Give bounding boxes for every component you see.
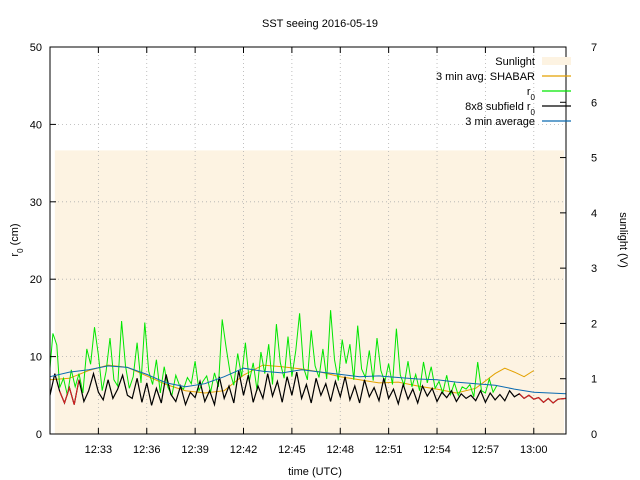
x-tick-label: 12:42	[230, 444, 258, 456]
legend-label-main: 3 min average	[465, 116, 535, 128]
y-axis-right: 0 1 2 3 4 5 6 7	[560, 42, 597, 441]
legend-label-sub: 0	[531, 108, 536, 117]
x-tick-label: 12:39	[181, 444, 209, 456]
subfield-r0-line	[49, 370, 567, 407]
x-tick-label: 12:57	[472, 444, 500, 456]
legend-label-main: 3 min avg. SHABAR	[436, 71, 535, 83]
x-tick-label: 12:54	[423, 444, 451, 456]
plot-area	[49, 46, 567, 435]
legend-label-shabar: 3 min avg. SHABAR	[436, 71, 535, 83]
legend-label-sunlight: Sunlight	[495, 56, 535, 68]
x-tick-label: 12:48	[327, 444, 355, 456]
y-tick-label: 50	[30, 42, 42, 54]
x-tick-label: 13:00	[520, 444, 548, 456]
x-tick-label: 12:33	[85, 444, 113, 456]
x-tick-label: 12:45	[278, 444, 306, 456]
plot-border	[49, 46, 567, 435]
legend-label-avg: 3 min average	[465, 116, 535, 128]
x-axis-label: time (UTC)	[288, 466, 342, 478]
grid	[50, 47, 566, 434]
legend-swatch-sunlight	[542, 57, 571, 65]
legend-label-r0: r0	[527, 86, 536, 102]
chart-title: SST seeing 2016-05-19	[262, 18, 378, 30]
subfield-start-segment	[59, 379, 80, 405]
sunlight-area	[54, 150, 565, 435]
y2-tick-label: 0	[591, 429, 597, 441]
x-tick-label: 12:36	[133, 444, 161, 456]
x-tick-label: 12:51	[375, 444, 403, 456]
y-axis-left: 0 10 20 30 40 50	[30, 42, 56, 441]
y2-tick-label: 4	[591, 208, 597, 220]
y-tick-label: 30	[30, 197, 42, 209]
y-tick-label: 0	[36, 429, 42, 441]
y-tick-label: 20	[30, 274, 42, 286]
y-axis-label-unit: (cm)	[9, 223, 21, 248]
subfield-end-segment	[518, 393, 567, 404]
legend-label-main: Sunlight	[495, 56, 535, 68]
y2-tick-label: 5	[591, 153, 597, 165]
y2-tick-label: 6	[591, 97, 597, 109]
y-tick-label: 10	[30, 352, 42, 364]
y-axis-label-sub: 0	[16, 248, 25, 253]
y2-tick-label: 3	[591, 263, 597, 275]
x-axis: 12:33 12:36 12:39 12:42 12:45 12:48 12:51 12:54…	[85, 47, 548, 456]
y2-tick-label: 2	[591, 318, 597, 330]
y2-axis-label: sunlight (V)	[617, 212, 629, 268]
legend-label-main: r	[527, 86, 531, 98]
legend-label-main: 8x8 subfield r	[465, 101, 531, 113]
y-axis-label-main: r	[9, 253, 21, 257]
y-axis-label: r0 (cm)	[9, 223, 25, 256]
legend-label-sub: 0	[531, 93, 536, 102]
r0-line	[49, 310, 498, 397]
y-tick-label: 40	[30, 119, 42, 131]
avg-line	[49, 365, 567, 395]
y2-tick-label: 1	[591, 374, 597, 386]
y2-tick-label: 7	[591, 42, 597, 54]
legend-label-subfield: 8x8 subfield r0	[465, 101, 535, 117]
